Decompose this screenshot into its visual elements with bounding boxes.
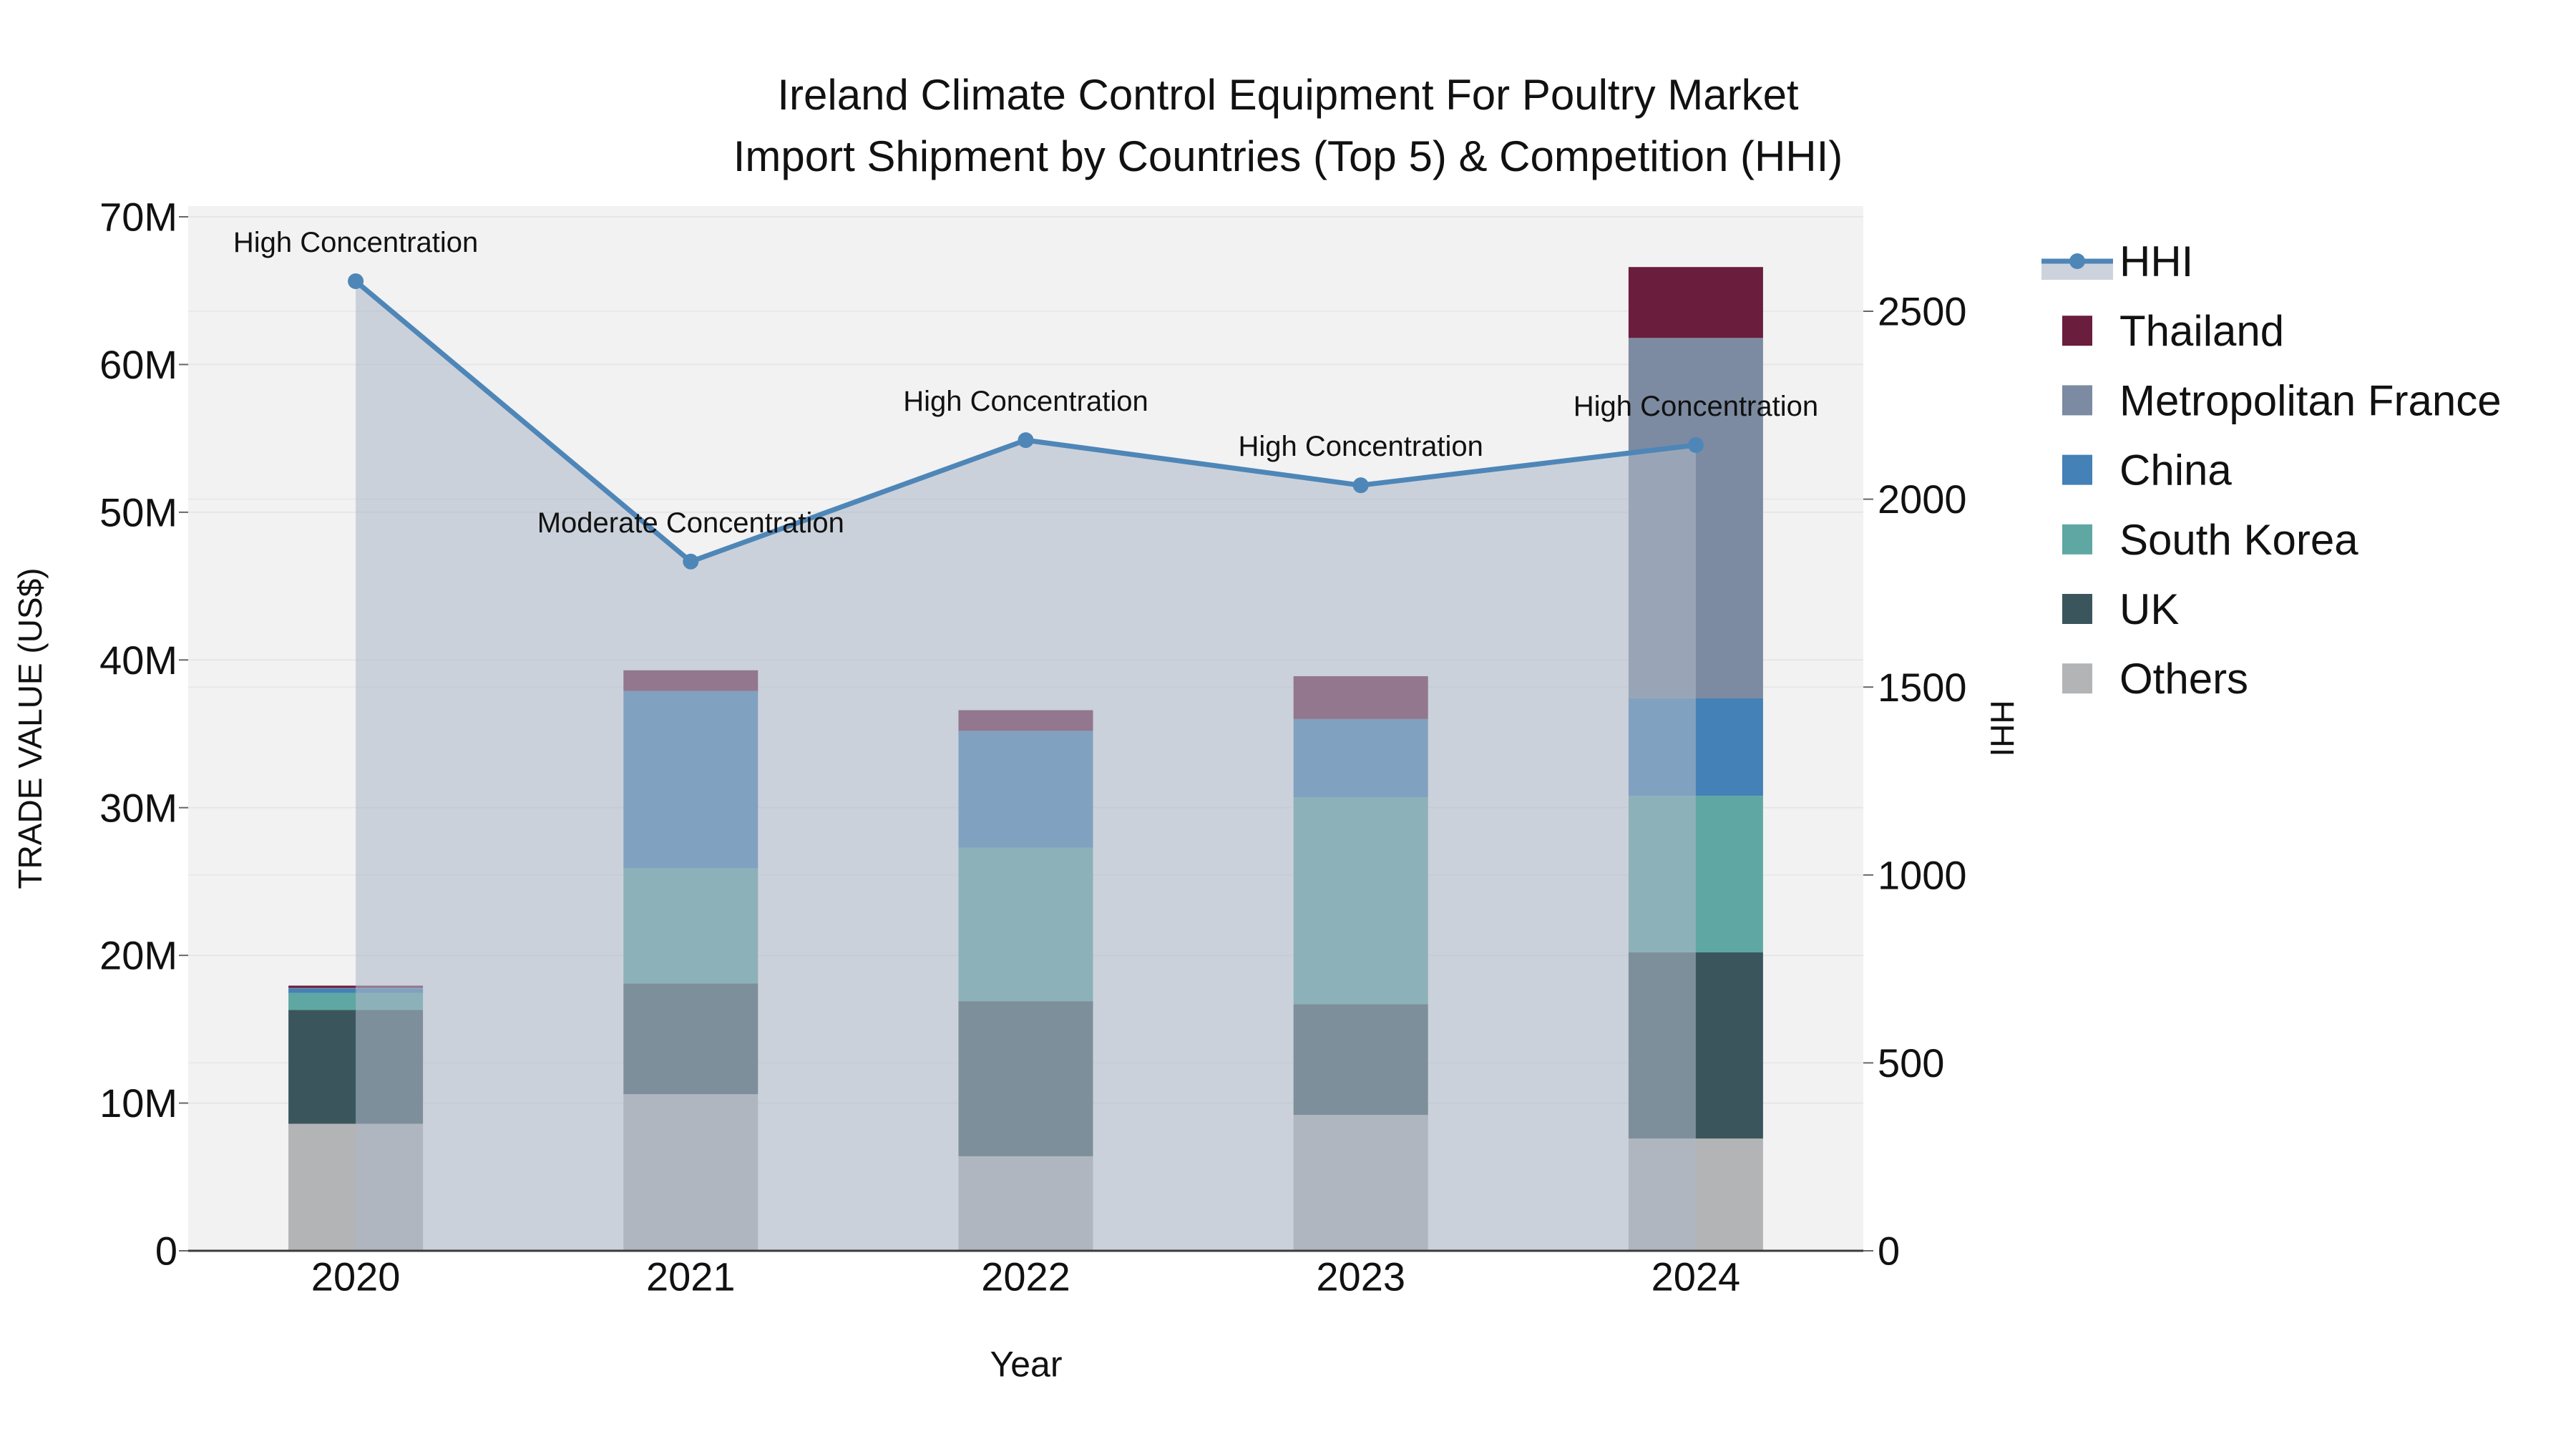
chart-title-line1: Ireland Climate Control Equipment For Po… <box>777 71 1799 119</box>
x-tick-label-2021: 2021 <box>646 1254 736 1299</box>
legend-label-south-korea: South Korea <box>2119 516 2358 564</box>
bar-segment-thailand-2024[interactable] <box>1628 267 1763 338</box>
y-left-tick-label-50M: 50M <box>99 489 177 535</box>
legend-label-thailand: Thailand <box>2119 307 2284 355</box>
bar-segment-china-2020[interactable] <box>288 988 424 993</box>
legend-item-hhi[interactable]: HHI <box>2041 238 2193 286</box>
legend-label-hhi: HHI <box>2119 238 2193 286</box>
plot-area-layer: High Concentration Moderate Concentration… <box>99 195 1967 1299</box>
y-right-axis-title: HHI <box>1984 700 2021 756</box>
y-right-tick-label-0: 0 <box>1878 1229 1900 1274</box>
annotation-2020: High Concentration <box>233 227 478 258</box>
y-left-tick-label-40M: 40M <box>99 638 177 683</box>
y-right-tick-label-1000: 1000 <box>1878 852 1967 897</box>
annotation-2024: High Concentration <box>1574 391 1818 422</box>
hhi-marker-2024[interactable] <box>1687 436 1704 453</box>
chart-title-line2: Import Shipment by Countries (Top 5) & C… <box>733 132 1843 180</box>
annotation-2021: Moderate Concentration <box>537 507 844 539</box>
legend-item-others[interactable]: Others <box>2062 655 2248 703</box>
legend-hhi-marker-sample <box>2069 253 2085 269</box>
x-tick-label-2024: 2024 <box>1652 1254 1741 1299</box>
x-tick-label-2022: 2022 <box>981 1254 1070 1299</box>
annotation-2022: High Concentration <box>903 386 1148 417</box>
legend-swatch-uk <box>2062 594 2092 624</box>
legend-swatch-metropolitan-france <box>2062 385 2092 416</box>
annotation-2023: High Concentration <box>1238 431 1483 462</box>
legend-label-china: China <box>2119 447 2232 494</box>
legend-label-metropolitan-france: Metropolitan France <box>2119 376 2502 424</box>
legend-label-uk: UK <box>2119 585 2179 633</box>
legend-swatch-others <box>2062 663 2092 694</box>
legend-swatch-thailand <box>2062 316 2092 346</box>
legend: HHI Thailand Metropolitan France China South… <box>2041 238 2502 703</box>
y-left-tick-label-70M: 70M <box>99 195 177 240</box>
y-right-tick-label-500: 500 <box>1878 1040 1944 1085</box>
legend-item-south-korea[interactable]: South Korea <box>2062 516 2358 564</box>
y-right-tick-label-1500: 1500 <box>1878 665 1967 710</box>
y-right-tick-label-2000: 2000 <box>1878 477 1967 522</box>
legend-swatch-china <box>2062 454 2092 485</box>
legend-item-thailand[interactable]: Thailand <box>2062 307 2284 355</box>
y-left-axis-title: TRADE VALUE (US$) <box>11 567 49 889</box>
y-left-tick-label-60M: 60M <box>99 342 177 387</box>
hhi-marker-2021[interactable] <box>683 553 699 570</box>
x-tick-label-2020: 2020 <box>311 1254 401 1299</box>
y-right-tick-label-2500: 2500 <box>1878 289 1967 334</box>
y-left-tick-label-20M: 20M <box>99 933 177 978</box>
bar-segment-metropolitan-france-2020[interactable] <box>288 987 424 989</box>
hhi-marker-2020[interactable] <box>348 273 364 289</box>
legend-label-others: Others <box>2119 655 2248 703</box>
x-tick-label-2023: 2023 <box>1316 1254 1405 1299</box>
hhi-marker-2022[interactable] <box>1018 432 1034 449</box>
hhi-marker-2023[interactable] <box>1352 477 1369 494</box>
bar-segment-thailand-2020[interactable] <box>288 985 424 988</box>
x-axis-title: Year <box>990 1345 1062 1385</box>
legend-item-china[interactable]: China <box>2062 447 2232 494</box>
legend-item-uk[interactable]: UK <box>2062 585 2179 633</box>
hhi-area-fill <box>356 280 1696 1251</box>
y-left-tick-label-0: 0 <box>155 1229 177 1274</box>
legend-swatch-south-korea <box>2062 524 2092 555</box>
y-left-tick-label-30M: 30M <box>99 785 177 830</box>
legend-item-metropolitan-france[interactable]: Metropolitan France <box>2062 376 2502 424</box>
y-left-tick-label-10M: 10M <box>99 1080 177 1126</box>
